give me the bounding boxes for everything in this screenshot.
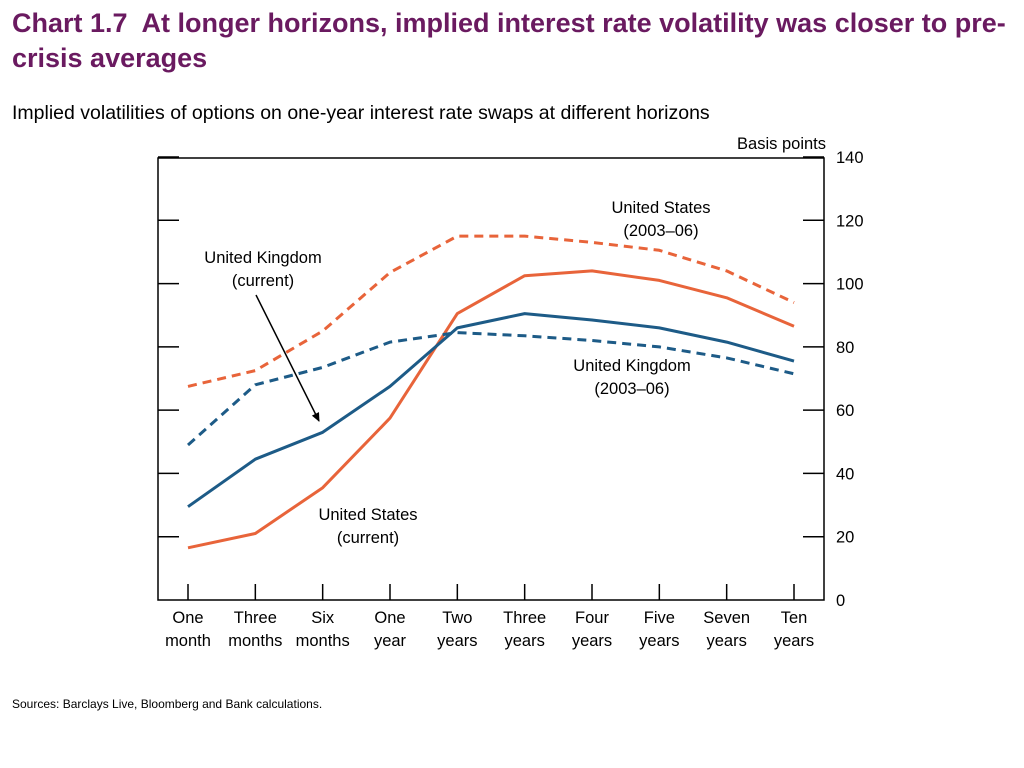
series-label-line: (current) — [232, 272, 294, 290]
line-chart: Basis points 0 20 40 60 80 100 120 140 One month… — [157, 135, 864, 650]
x-tick-label: Six months — [296, 609, 350, 650]
plot-frame — [157, 157, 825, 601]
series-label-1: United States (current) — [318, 506, 417, 547]
y-axis: 0 20 40 60 80 100 120 140 — [158, 149, 864, 610]
x-tick-label-line: Ten — [781, 609, 808, 627]
x-axis: One month Three months Six months One year Two ye… — [165, 584, 814, 650]
x-tick-label-line: years — [706, 632, 746, 650]
x-tick-label-line: Three — [234, 609, 277, 627]
x-tick-label-line: Five — [644, 609, 675, 627]
series-label-line: United Kingdom — [204, 249, 321, 267]
x-tick-label-line: months — [296, 632, 350, 650]
series-label-line: United Kingdom — [573, 357, 690, 375]
chart-title-text: At longer horizons, implied interest rat… — [12, 8, 1006, 73]
x-tick-label-line: years — [504, 632, 544, 650]
x-tick-label: Two years — [437, 609, 477, 650]
chart-number: Chart 1.7 — [12, 8, 128, 38]
x-tick-label-line: One — [172, 609, 203, 627]
y-tick-label: 120 — [836, 212, 864, 230]
series-label-line: (2003–06) — [623, 222, 698, 240]
y-tick-label: 100 — [836, 276, 864, 294]
x-tick-label: Four years — [572, 609, 612, 650]
series-label-line: United States — [318, 506, 417, 524]
y-tick-label: 140 — [836, 149, 864, 167]
y-tick-label: 80 — [836, 339, 854, 357]
x-tick-label-line: Three — [503, 609, 546, 627]
series-label-3: United Kingdom (current) — [204, 249, 321, 290]
series-line-0 — [187, 234, 795, 388]
sources-note: Sources: Barclays Live, Bloomberg and Ba… — [12, 697, 323, 711]
chart-subtitle: Implied volatilities of options on one-y… — [12, 102, 710, 124]
series-label-line: United States — [611, 199, 710, 217]
series-line-1 — [187, 269, 795, 550]
series-label-line: (current) — [337, 529, 399, 547]
series-label-line: (2003–06) — [594, 380, 669, 398]
y-tick-label: 40 — [836, 465, 854, 483]
x-tick-label: One month — [165, 609, 211, 650]
x-tick-label: Five years — [639, 609, 679, 650]
x-tick-label-line: Two — [442, 609, 472, 627]
chart-title: Chart 1.7 At longer horizons, implied int… — [12, 6, 1012, 76]
x-tick-label: Ten years — [774, 609, 814, 650]
x-tick-label-line: years — [639, 632, 679, 650]
series-layer — [186, 234, 795, 550]
annotation-arrow — [255, 294, 320, 422]
x-tick-label-line: One — [374, 609, 405, 627]
x-tick-label: One year — [374, 609, 407, 650]
series-line-3 — [187, 312, 795, 508]
y-tick-label: 20 — [836, 529, 854, 547]
series-label-2: United Kingdom (2003–06) — [573, 357, 690, 398]
y-tick-label: 0 — [836, 592, 845, 610]
series-line-2 — [186, 331, 795, 447]
x-tick-label-line: Four — [575, 609, 609, 627]
x-tick-label: Three years — [503, 609, 546, 650]
x-tick-label-line: years — [437, 632, 477, 650]
series-label-0: United States (2003–06) — [611, 199, 710, 240]
x-tick-label-line: Six — [311, 609, 335, 627]
x-tick-label-line: Seven — [703, 609, 750, 627]
annotation-layer: United States (2003–06) United States (curr… — [204, 199, 710, 547]
y-axis-label: Basis points — [737, 135, 826, 153]
x-tick-label-line: months — [228, 632, 282, 650]
x-tick-label: Three months — [228, 609, 282, 650]
x-tick-label-line: years — [774, 632, 814, 650]
y-tick-label: 60 — [836, 402, 854, 420]
x-tick-label-line: years — [572, 632, 612, 650]
x-tick-label-line: month — [165, 632, 211, 650]
x-tick-label-line: year — [374, 632, 407, 650]
x-tick-label: Seven years — [703, 609, 750, 650]
